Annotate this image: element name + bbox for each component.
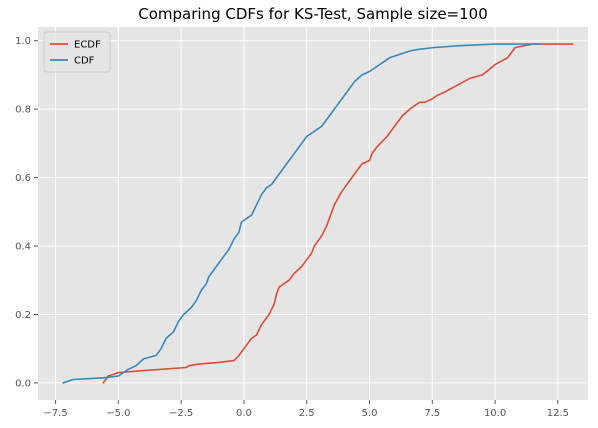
x-tick-label: −2.5 bbox=[169, 408, 193, 419]
y-tick-label: 0.8 bbox=[15, 105, 31, 116]
y-tick-label: 0.4 bbox=[15, 242, 31, 253]
axis-ticks: −7.5 −5.0 −2.5 0.0 2.5 5.0 7.5 10.0 12.5 0.0 0.2 0.… bbox=[15, 36, 569, 419]
series-line-cdf bbox=[62, 43, 542, 384]
y-tick-label: 0.6 bbox=[15, 173, 31, 184]
y-tick-label: 0.2 bbox=[15, 310, 31, 321]
grid bbox=[38, 27, 588, 400]
chart-title: Comparing CDFs for KS-Test, Sample size=… bbox=[138, 5, 488, 23]
legend-label-ecdf: ECDF bbox=[74, 40, 101, 51]
plot-area bbox=[38, 27, 588, 400]
x-tick-label: 5.0 bbox=[362, 408, 378, 419]
legend: ECDF CDF bbox=[43, 31, 111, 73]
x-tick-label: 10.0 bbox=[484, 408, 506, 419]
legend-label-cdf: CDF bbox=[74, 56, 95, 67]
series-line-ecdf bbox=[102, 43, 574, 384]
legend-box bbox=[43, 31, 111, 73]
x-tick-label: −7.5 bbox=[43, 408, 67, 419]
y-tick-label: 1.0 bbox=[15, 36, 31, 47]
x-tick-label: 12.5 bbox=[547, 408, 569, 419]
x-tick-label: −5.0 bbox=[106, 408, 130, 419]
series-layer bbox=[62, 43, 574, 384]
y-tick-label: 0.0 bbox=[15, 378, 31, 389]
x-tick-label: 2.5 bbox=[299, 408, 315, 419]
x-tick-label: 7.5 bbox=[424, 408, 440, 419]
x-tick-label: 0.0 bbox=[236, 408, 252, 419]
